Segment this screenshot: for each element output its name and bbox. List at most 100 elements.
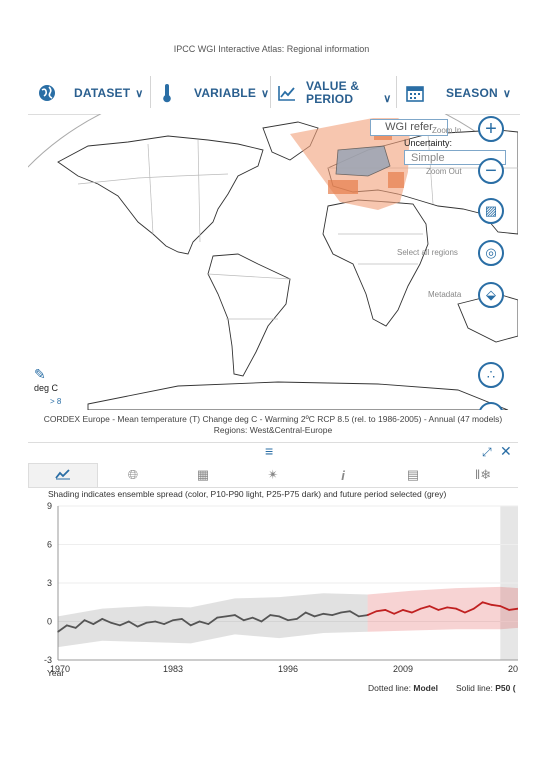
historical-median-point	[127, 620, 130, 623]
tag-icon: ⬙	[486, 287, 496, 302]
historical-median-point	[349, 610, 351, 613]
close-icon[interactable]: ✕	[500, 443, 512, 459]
value-period-dropdown[interactable]: VALUE & PERIOD ∨	[278, 72, 391, 114]
historical-median-point	[198, 620, 201, 623]
historical-median-point	[101, 618, 104, 620]
historical-median-point	[331, 614, 334, 616]
historical-median-point	[234, 614, 236, 616]
map-icon: ▨	[484, 203, 498, 218]
scatter-icon: ✴	[267, 467, 279, 482]
future-median-point	[419, 607, 422, 610]
tab-calendar[interactable]: ▦	[168, 463, 238, 487]
future-median-point	[490, 603, 493, 606]
north-america	[57, 135, 264, 255]
x-tick-label: 1983	[163, 664, 183, 674]
tab-stripes[interactable]: ‖❄︎	[448, 463, 518, 487]
historical-median-point	[278, 615, 281, 618]
world-map[interactable]: WGI refer Uncertainty: Simple + Zoom In …	[28, 114, 518, 410]
calendar-icon: ▦	[196, 467, 210, 482]
legend-solid: Solid line: P50 (	[456, 683, 516, 693]
tab-timeseries[interactable]	[28, 463, 98, 487]
dataset-dropdown[interactable]: DATASET ∨	[38, 72, 144, 114]
legend-solid-value: P50 (	[495, 683, 516, 693]
future-median-point	[437, 609, 440, 611]
future-median-point	[517, 607, 518, 610]
metadata-label: Metadata	[428, 290, 462, 299]
historical-median-point	[260, 620, 263, 623]
historical-median-point	[189, 624, 192, 627]
legend-unit: deg C	[34, 383, 59, 393]
historical-median-point	[110, 621, 112, 624]
future-median-point	[402, 609, 404, 611]
tab-table[interactable]: ▤	[378, 463, 448, 487]
historical-median-point	[136, 625, 139, 628]
panel-header: ≡ ⤢ ✕	[28, 442, 518, 463]
zoom-in-button[interactable]: +	[478, 116, 504, 142]
historical-median-point	[357, 615, 360, 618]
historical-median-point	[251, 616, 254, 619]
info-icon: i	[341, 467, 345, 483]
map-layers-button[interactable]: ▨	[478, 198, 504, 224]
legend-dotted: Dotted line: Model	[368, 683, 438, 693]
drag-handle-icon[interactable]: ≡	[265, 443, 274, 459]
zoom-out-label: Zoom Out	[426, 167, 462, 176]
future-median-point	[375, 610, 378, 613]
historical-median-point	[269, 614, 272, 616]
season-dropdown[interactable]: SEASON ∨	[406, 72, 511, 114]
historical-median-point	[295, 618, 298, 620]
value-label: VALUE &	[306, 79, 360, 93]
historical-median-point	[287, 619, 289, 622]
table-icon: ▤	[406, 467, 420, 482]
legend-solid-prefix: Solid line:	[456, 683, 496, 693]
season-label: SEASON	[446, 86, 498, 100]
uncertainty-label: Uncertainty:	[404, 138, 453, 148]
future-median-point	[366, 614, 369, 616]
period-label: PERIOD	[306, 92, 354, 106]
historical-median-point	[57, 630, 59, 633]
historical-median-point	[163, 623, 166, 625]
future-median-point	[428, 605, 431, 607]
caption-line-2: Regions: West&Central-Europe	[213, 425, 333, 435]
y-tick-label: 0	[47, 617, 52, 627]
y-tick-label: -3	[44, 655, 52, 665]
legend-dotted-prefix: Dotted line:	[368, 683, 414, 693]
historical-median-point	[216, 616, 219, 619]
expand-icon[interactable]: ⤢	[482, 445, 492, 459]
historical-median-point	[180, 618, 183, 620]
historical-median-point	[154, 620, 157, 623]
edit-legend-icon[interactable]: ✎	[34, 366, 46, 382]
x-tick-label: 2009	[393, 664, 413, 674]
reference-regions-select[interactable]: WGI refer	[370, 119, 448, 136]
stripes-icon: ‖❄︎	[474, 467, 492, 482]
chevron-down-icon: ∨	[135, 87, 144, 100]
zoom-in-label: Zoom In	[432, 126, 462, 135]
tab-info[interactable]: i	[308, 463, 378, 487]
zoom-out-button[interactable]: −	[478, 158, 504, 184]
select-all-regions-button[interactable]: ◎	[478, 240, 504, 266]
variable-dropdown[interactable]: VARIABLE ∨	[162, 72, 269, 114]
x-tick-label: 1996	[278, 664, 298, 674]
toolbar: DATASET ∨ VARIABLE ∨ VALUE & PERIOD ∨ SE…	[28, 72, 520, 115]
share-button[interactable]: ∴	[478, 362, 504, 388]
future-median-point	[446, 606, 449, 609]
future-median-point	[393, 612, 396, 615]
y-tick-label: 9	[47, 501, 52, 511]
selected-region[interactable]	[335, 145, 391, 177]
tab-globe[interactable]: 🌐︎	[98, 463, 168, 487]
variable-label: VARIABLE	[194, 86, 257, 100]
globe-icon: ◎	[485, 245, 497, 260]
historical-median-point	[304, 611, 307, 614]
legend-max-value: > 8	[50, 397, 62, 406]
metadata-button[interactable]: ⬙	[478, 282, 504, 308]
historical-median-point	[119, 624, 121, 627]
historical-median-point	[83, 619, 86, 622]
tab-scatter[interactable]: ✴	[238, 463, 308, 487]
historical-median-line	[57, 610, 368, 633]
app-title: IPCC WGI Interactive Atlas: Regional inf…	[173, 44, 370, 54]
historical-median-point	[225, 615, 227, 618]
future-median-point	[499, 605, 502, 607]
future-median-point	[508, 609, 511, 611]
chevron-down-icon: ∨	[261, 87, 270, 100]
calendar-icon	[406, 84, 424, 102]
